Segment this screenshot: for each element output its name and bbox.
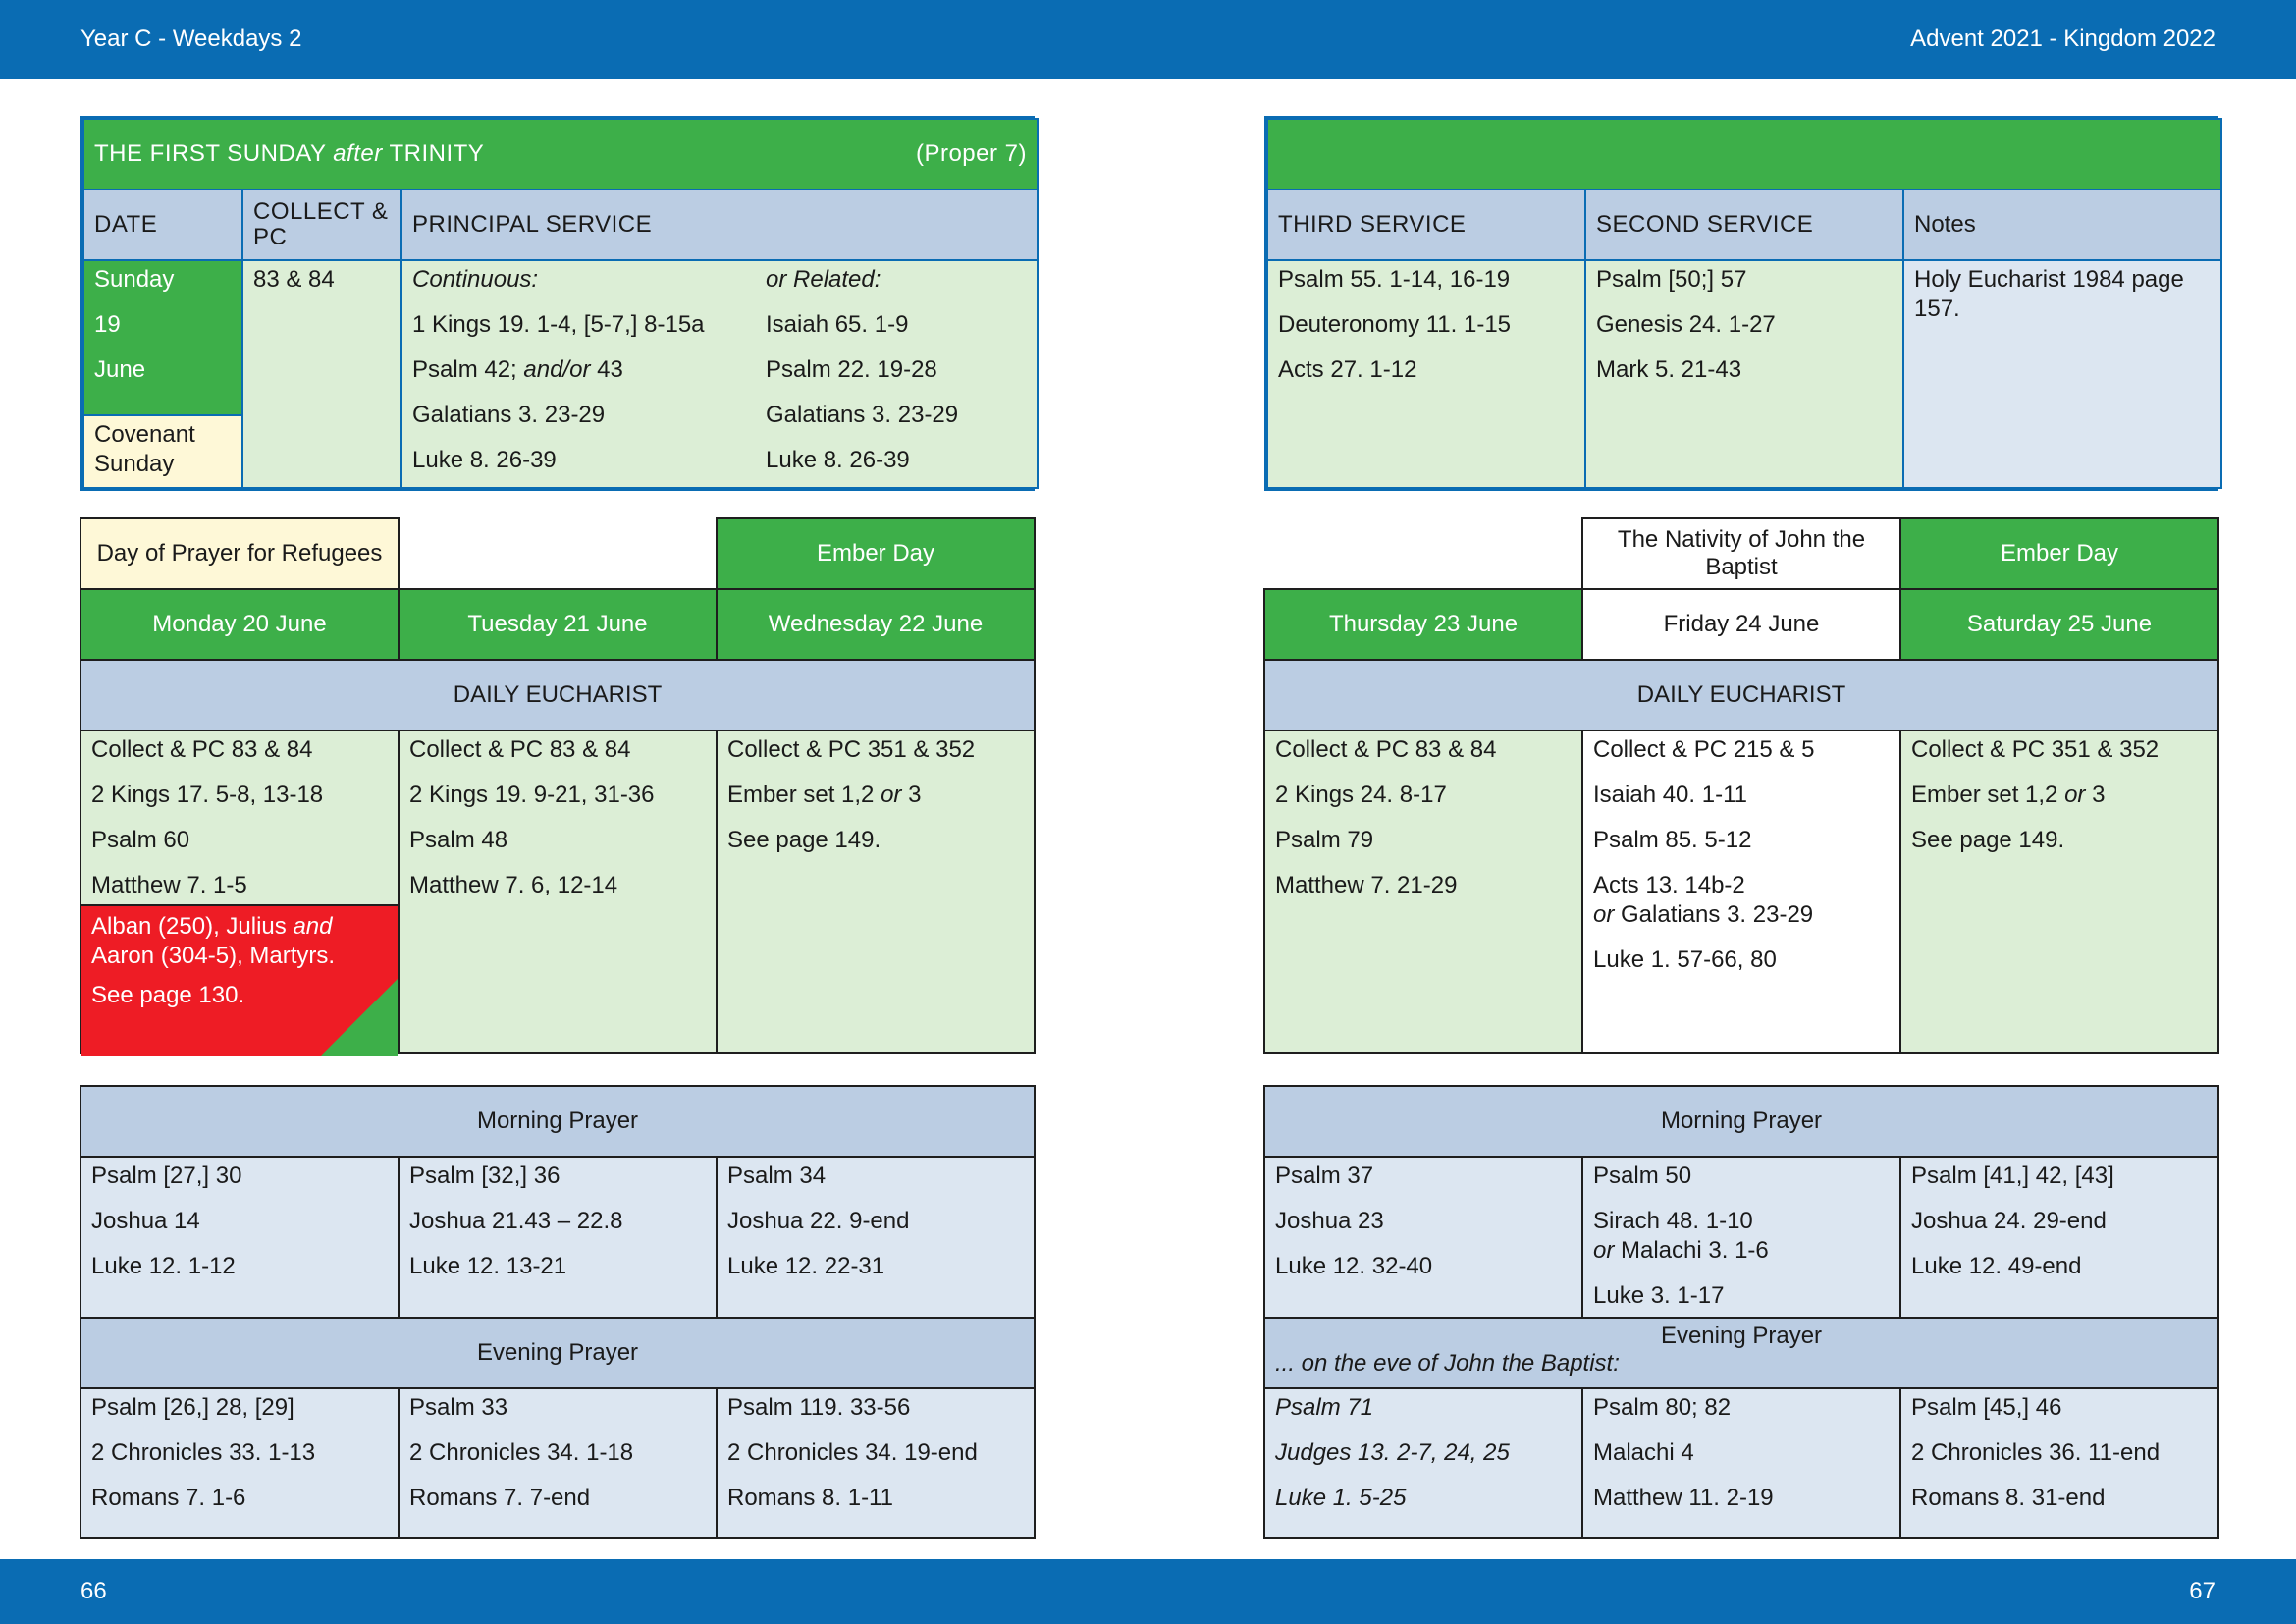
sunday-principal-table: THE FIRST SUNDAY after TRINITY (Proper 7… bbox=[80, 116, 1039, 491]
sunday-title-band bbox=[1266, 118, 2222, 190]
thursday-eucharist: Collect & PC 83 & 84 2 Kings 24. 8-17 Ps… bbox=[1263, 730, 1583, 1054]
morning-prayer-label: Morning Prayer bbox=[1263, 1085, 2219, 1158]
wednesday-evening-prayer: Psalm 119. 33-56 2 Chronicles 34. 19-end R… bbox=[716, 1387, 1036, 1539]
saturday-date: Saturday 25 June bbox=[1899, 588, 2219, 661]
continuous-readings: Continuous: 1 Kings 19. 1-4, [5-7,] 8-15… bbox=[412, 266, 705, 473]
principal-header: PRINCIPAL SERVICE bbox=[400, 189, 1039, 261]
date-header: DATE bbox=[82, 189, 243, 261]
left-page-number: 66 bbox=[80, 1578, 107, 1604]
nativity-john-baptist-label: The Nativity of John the Baptist bbox=[1581, 517, 1901, 590]
tuesday-evening-prayer: Psalm 33 2 Chronicles 34. 1-18 Romans 7. 7… bbox=[398, 1387, 718, 1539]
evening-prayer-header-eve: Evening Prayer ... on the eve of John th… bbox=[1263, 1317, 2219, 1389]
tuesday-morning-prayer: Psalm [32,] 36 Joshua 21.43 – 22.8 Luke 12… bbox=[398, 1156, 718, 1319]
notes-text: Holy Eucharist 1984 page 157. bbox=[1902, 259, 2222, 489]
sunday-other-services-table: THIRD SERVICE SECOND SERVICE Notes Psalm… bbox=[1264, 116, 2222, 491]
monday-eucharist: Collect & PC 83 & 84 2 Kings 17. 5-8, 13… bbox=[80, 730, 400, 1056]
thursday-date: Thursday 23 June bbox=[1263, 588, 1583, 661]
notes-header: Notes bbox=[1902, 189, 2222, 261]
sunday-title: THE FIRST SUNDAY after TRINITY (Proper 7… bbox=[82, 118, 1039, 190]
saturday-evening-prayer: Psalm [45,] 46 2 Chronicles 36. 11-end Rom… bbox=[1899, 1387, 2219, 1539]
related-readings: or Related: Isaiah 65. 1-9 Psalm 22. 19-… bbox=[766, 266, 959, 473]
tuesday-date: Tuesday 21 June bbox=[398, 588, 718, 661]
friday-eucharist: Collect & PC 215 & 5 Isaiah 40. 1-11 Psa… bbox=[1581, 730, 1901, 1054]
thursday-label-blank bbox=[1263, 517, 1583, 590]
sunday-date-cell: Sunday 19 June Covenant Sunday bbox=[82, 259, 243, 489]
alban-commemoration: Alban (250), Julius and Aaron (304-5), M… bbox=[81, 904, 398, 1056]
prayer-table-left: Morning Prayer Psalm [27,] 30 Joshua 14 Lu… bbox=[80, 1085, 1036, 1539]
second-service-readings: Psalm [50;] 57 Genesis 24. 1-27 Mark 5. … bbox=[1584, 259, 1904, 489]
sunday-collect: 83 & 84 bbox=[241, 259, 402, 489]
header-right-text: Advent 2021 - Kingdom 2022 bbox=[1910, 26, 2216, 52]
third-service-readings: Psalm 55. 1-14, 16-19 Deuteronomy 11. 1-… bbox=[1266, 259, 1586, 489]
third-service-header: THIRD SERVICE bbox=[1266, 189, 1586, 261]
green-corner-marker bbox=[321, 979, 398, 1056]
saturday-morning-prayer: Psalm [41,] 42, [43] Joshua 24. 29-end Luk… bbox=[1899, 1156, 2219, 1319]
friday-evening-prayer: Psalm 80; 82 Malachi 4 Matthew 11. 2-19 bbox=[1581, 1387, 1901, 1539]
morning-prayer-label: Morning Prayer bbox=[80, 1085, 1036, 1158]
wednesday-morning-prayer: Psalm 34 Joshua 22. 9-end Luke 12. 22-31 bbox=[716, 1156, 1036, 1319]
daily-eucharist-label: DAILY EUCHARIST bbox=[1263, 659, 2219, 731]
see-page-130: See page 130. bbox=[91, 982, 245, 1008]
tuesday-label-blank bbox=[398, 517, 718, 590]
page-header: Year C - Weekdays 2 Advent 2021 - Kingdo… bbox=[0, 0, 2296, 79]
monday-morning-prayer: Psalm [27,] 30 Joshua 14 Luke 12. 1-12 bbox=[80, 1156, 400, 1319]
saturday-eucharist: Collect & PC 351 & 352 Ember set 1,2 or … bbox=[1899, 730, 2219, 1054]
ember-day-label: Ember Day bbox=[1899, 517, 2219, 590]
weekday-eucharist-right: The Nativity of John the Baptist Ember D… bbox=[1263, 517, 2219, 1054]
wednesday-eucharist: Collect & PC 351 & 352 Ember set 1,2 or … bbox=[716, 730, 1036, 1054]
thursday-morning-prayer: Psalm 37 Joshua 23 Luke 12. 32-40 bbox=[1263, 1156, 1583, 1319]
page-footer: 66 67 bbox=[0, 1559, 2296, 1624]
thursday-evening-prayer: Psalm 71 Judges 13. 2-7, 24, 25 Luke 1. 5-… bbox=[1263, 1387, 1583, 1539]
header-left-text: Year C - Weekdays 2 bbox=[80, 26, 302, 52]
friday-date: Friday 24 June bbox=[1581, 588, 1901, 661]
covenant-sunday-label: Covenant Sunday bbox=[84, 414, 241, 487]
right-page-number: 67 bbox=[2189, 1578, 2216, 1604]
principal-readings: Continuous: 1 Kings 19. 1-4, [5-7,] 8-15… bbox=[400, 259, 1039, 489]
weekday-eucharist-left: Day of Prayer for Refugees Ember Day Mon… bbox=[80, 517, 1036, 1056]
collect-header: COLLECT & PC bbox=[241, 189, 402, 261]
tuesday-eucharist: Collect & PC 83 & 84 2 Kings 19. 9-21, 3… bbox=[398, 730, 718, 1054]
refugees-day-label: Day of Prayer for Refugees bbox=[80, 517, 400, 590]
evening-prayer-label: Evening Prayer bbox=[80, 1317, 1036, 1389]
second-service-header: SECOND SERVICE bbox=[1584, 189, 1904, 261]
eve-of-john-baptist-note: ... on the eve of John the Baptist: bbox=[1275, 1350, 1620, 1377]
ember-day-label: Ember Day bbox=[716, 517, 1036, 590]
monday-date: Monday 20 June bbox=[80, 588, 400, 661]
prayer-table-right: Morning Prayer Psalm 37 Joshua 23 Luke 12.… bbox=[1263, 1085, 2219, 1539]
proper-label: (Proper 7) bbox=[915, 140, 1027, 167]
friday-morning-prayer: Psalm 50 Sirach 48. 1-10 or Malachi 3. 1-… bbox=[1581, 1156, 1901, 1319]
wednesday-date: Wednesday 22 June bbox=[716, 588, 1036, 661]
monday-evening-prayer: Psalm [26,] 28, [29] 2 Chronicles 33. 1-1… bbox=[80, 1387, 400, 1539]
daily-eucharist-label: DAILY EUCHARIST bbox=[80, 659, 1036, 731]
